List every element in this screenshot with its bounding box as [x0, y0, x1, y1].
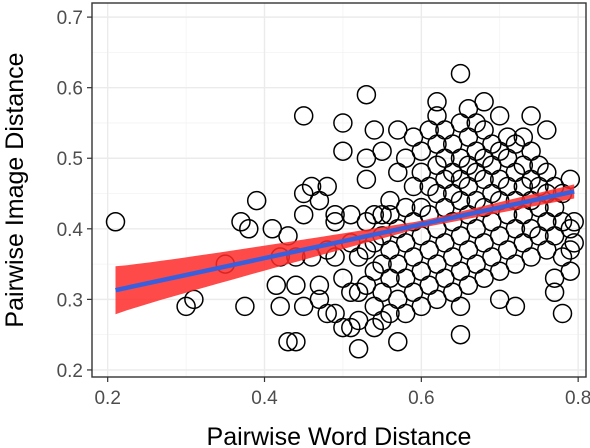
- data-point: [450, 296, 471, 317]
- data-point: [427, 289, 447, 310]
- data-point: [552, 303, 573, 324]
- y-tick-label: 0.5: [57, 149, 83, 170]
- x-tick-label: 0.4: [251, 388, 278, 409]
- data-point: [388, 120, 408, 140]
- data-point: [266, 275, 287, 296]
- data-point: [341, 317, 361, 338]
- data-point: [521, 106, 541, 126]
- data-point: [325, 204, 345, 225]
- data-point: [466, 113, 486, 133]
- x-tick-label: 0.8: [565, 388, 590, 409]
- data-point: [348, 282, 369, 303]
- data-point: [411, 141, 432, 161]
- data-point: [262, 219, 283, 239]
- data-point: [560, 261, 581, 281]
- data-point: [474, 92, 494, 112]
- data-point: [293, 183, 314, 204]
- data-point: [270, 296, 290, 317]
- data-point: [309, 275, 330, 296]
- y-tick-label: 0.6: [57, 79, 83, 100]
- data-point: [450, 324, 471, 345]
- data-point: [372, 310, 392, 331]
- y-tick-label: 0.4: [57, 220, 84, 241]
- data-point: [552, 212, 573, 232]
- data-point: [286, 275, 306, 296]
- data-point: [348, 247, 369, 267]
- regression-fit: [115, 184, 575, 315]
- panel-border: [91, 2, 587, 378]
- data-point: [105, 212, 126, 232]
- data-point: [505, 254, 526, 274]
- data-point: [286, 331, 306, 352]
- data-point: [235, 296, 255, 317]
- x-axis-title: Pairwise Word Distance: [207, 423, 472, 448]
- data-point: [364, 120, 385, 140]
- y-axis-title: Pairwise Image Distance: [1, 52, 29, 327]
- data-point: [317, 303, 337, 324]
- data-point: [466, 141, 486, 161]
- data-point: [529, 155, 549, 176]
- x-tick-label: 0.6: [408, 388, 434, 409]
- data-point: [458, 275, 479, 296]
- data-point: [419, 176, 439, 197]
- data-point: [278, 331, 298, 352]
- data-point: [564, 233, 584, 253]
- data-point: [333, 141, 353, 161]
- data-point: [489, 106, 510, 126]
- grid-lines: [92, 3, 586, 377]
- data-point: [246, 190, 267, 211]
- data-point: [348, 310, 369, 331]
- data-point: [348, 339, 369, 359]
- data-point: [364, 317, 385, 338]
- y-tick-label: 0.3: [57, 290, 83, 311]
- data-point: [497, 127, 518, 147]
- x-axis: 0.2 0.4 0.6 0.8: [94, 377, 590, 409]
- y-tick-label: 0.7: [57, 8, 83, 29]
- data-point: [489, 261, 510, 281]
- data-point: [356, 169, 377, 190]
- data-point: [293, 106, 314, 126]
- regression-line: [115, 189, 575, 293]
- data-point: [176, 296, 196, 317]
- data-point: [356, 84, 377, 105]
- data-point: [505, 134, 526, 154]
- data-point: [293, 204, 314, 225]
- y-axis: 0.2 0.3 0.4 0.5 0.6 0.7: [57, 8, 92, 382]
- data-point: [325, 212, 345, 232]
- data-point: [411, 197, 432, 218]
- data-point: [537, 120, 557, 140]
- data-point: [388, 331, 408, 352]
- data-point: [450, 63, 471, 84]
- x-tick-label: 0.2: [94, 388, 120, 409]
- data-point: [231, 212, 251, 232]
- data-point: [505, 296, 526, 317]
- y-tick-label: 0.2: [57, 361, 83, 382]
- data-point: [564, 212, 584, 232]
- data-point: [364, 204, 385, 225]
- data-point: [333, 317, 353, 338]
- data-point: [372, 141, 392, 161]
- data-point: [544, 282, 565, 303]
- data-point: [317, 176, 337, 197]
- data-point: [239, 219, 259, 239]
- data-point: [333, 113, 353, 133]
- data-point: [427, 92, 447, 112]
